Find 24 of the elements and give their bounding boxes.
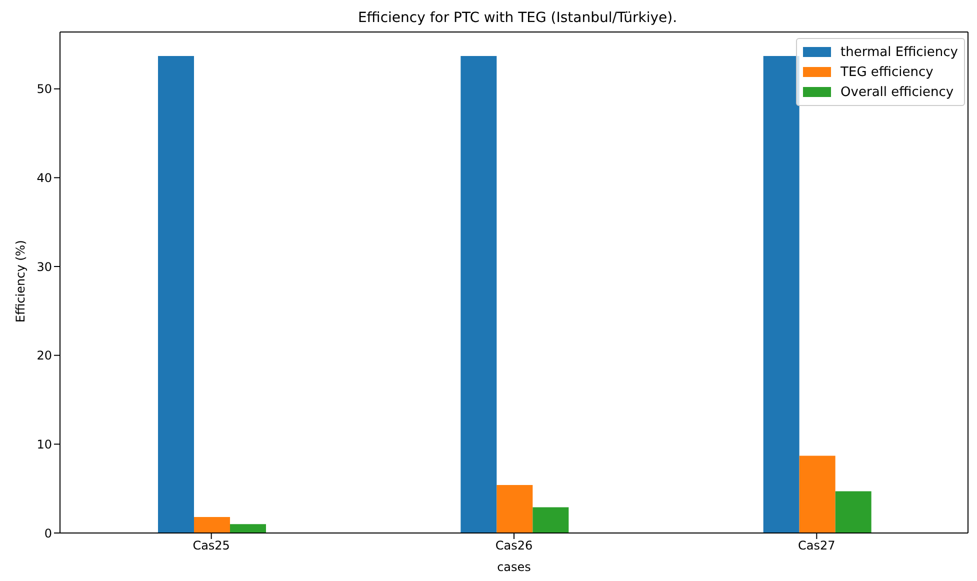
x-tick-label: Cas25	[192, 538, 230, 553]
chart-title: Efficiency for PTC with TEG (Istanbul/Türkiye).	[356, 10, 678, 26]
legend-label: TEG efficiency	[840, 64, 934, 80]
legend-label: Overall efficiency	[840, 84, 954, 100]
bar	[158, 56, 194, 533]
bar	[460, 56, 497, 533]
bar	[194, 517, 230, 533]
bar	[496, 485, 533, 533]
y-tick-label: 20	[36, 348, 52, 363]
bar	[532, 507, 569, 533]
y-tick-label: 10	[36, 437, 52, 452]
x-tick-label: Cas27	[798, 538, 836, 553]
x-axis-title: cases	[497, 560, 531, 574]
bar	[799, 456, 836, 533]
y-axis-title: Efficiency (%)	[13, 240, 28, 322]
y-tick-label: 30	[36, 260, 52, 274]
bar	[763, 56, 800, 533]
bar	[230, 524, 266, 533]
legend-label: thermal Efficiency	[840, 44, 958, 60]
y-tick-label: 40	[36, 170, 52, 185]
y-tick-label: 50	[36, 82, 52, 96]
bar	[835, 491, 872, 533]
y-tick-label: 0	[44, 526, 52, 540]
x-tick-label: Cas26	[495, 538, 533, 553]
